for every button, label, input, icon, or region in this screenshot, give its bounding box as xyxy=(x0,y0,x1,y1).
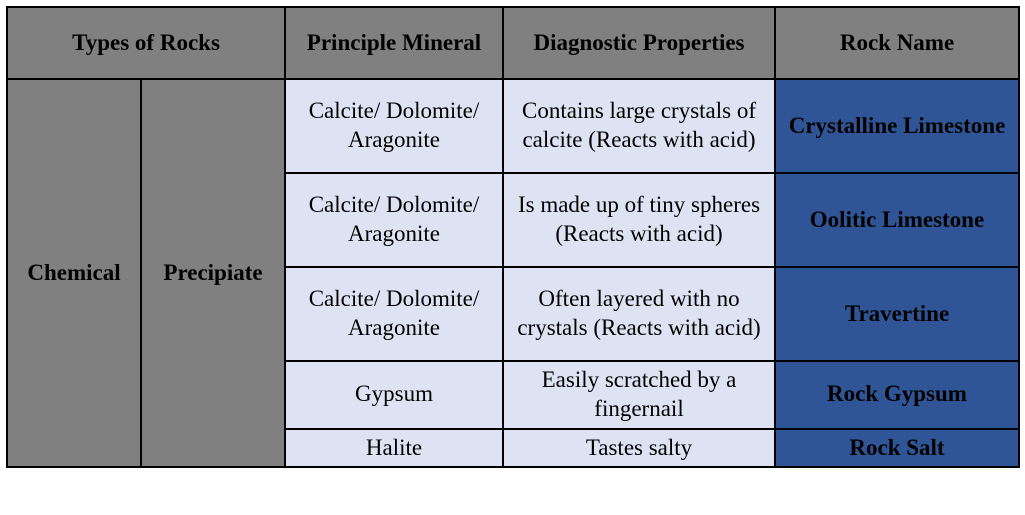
diagnostic-cell: Contains large crystals of calcite (Reac… xyxy=(503,79,775,173)
mineral-cell: Halite xyxy=(285,429,503,468)
subcategory-cell: Precipiate xyxy=(141,79,285,467)
rock-classification-table: Types of Rocks Principle Mineral Diagnos… xyxy=(6,6,1020,468)
header-types-of-rocks: Types of Rocks xyxy=(7,7,285,79)
diagnostic-cell: Is made up of tiny spheres (Reacts with … xyxy=(503,173,775,267)
header-row: Types of Rocks Principle Mineral Diagnos… xyxy=(7,7,1019,79)
diagnostic-cell: Often layered with no crystals (Reacts w… xyxy=(503,267,775,361)
mineral-cell: Gypsum xyxy=(285,361,503,429)
header-rock-name: Rock Name xyxy=(775,7,1019,79)
table-row: Chemical Precipiate Calcite/ Dolomite/ A… xyxy=(7,79,1019,173)
header-principle-mineral: Principle Mineral xyxy=(285,7,503,79)
mineral-cell: Calcite/ Dolomite/ Aragonite xyxy=(285,267,503,361)
mineral-cell: Calcite/ Dolomite/ Aragonite xyxy=(285,173,503,267)
rock-name-cell: Oolitic Limestone xyxy=(775,173,1019,267)
rock-name-cell: Travertine xyxy=(775,267,1019,361)
rock-name-cell: Rock Salt xyxy=(775,429,1019,468)
header-diagnostic-properties: Diagnostic Properties xyxy=(503,7,775,79)
diagnostic-cell: Tastes salty xyxy=(503,429,775,468)
rock-name-cell: Crystalline Limestone xyxy=(775,79,1019,173)
diagnostic-cell: Easily scratched by a fingernail xyxy=(503,361,775,429)
category-cell: Chemical xyxy=(7,79,141,467)
mineral-cell: Calcite/ Dolomite/ Aragonite xyxy=(285,79,503,173)
rock-name-cell: Rock Gypsum xyxy=(775,361,1019,429)
